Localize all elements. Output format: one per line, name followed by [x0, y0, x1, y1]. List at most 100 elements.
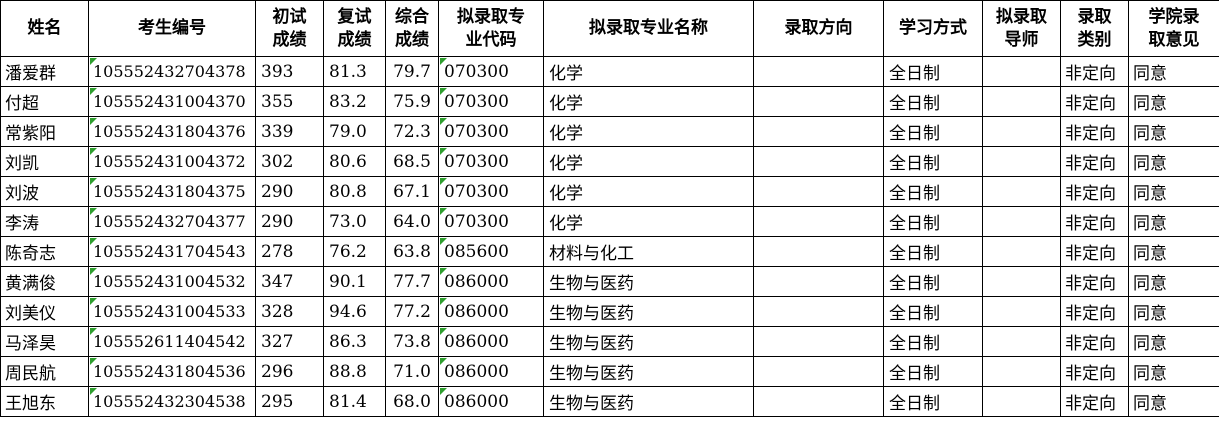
cell-category[interactable]: 非定向 [1060, 56, 1129, 87]
cell-direction[interactable] [753, 86, 884, 117]
cell-supervisor[interactable] [982, 386, 1061, 417]
cell-major_name[interactable]: 材料与化工 [543, 236, 754, 267]
cell-major_code[interactable]: 086000 [438, 326, 544, 357]
cell-major_code[interactable]: 086000 [438, 266, 544, 297]
cell-retest_score[interactable]: 88.8 [323, 356, 386, 387]
cell-overall_score[interactable]: 77.7 [385, 266, 439, 297]
cell-direction[interactable] [753, 266, 884, 297]
cell-candidate_no[interactable]: 105552431804375 [88, 176, 256, 207]
cell-retest_score[interactable]: 76.2 [323, 236, 386, 267]
cell-overall_score[interactable]: 75.9 [385, 86, 439, 117]
cell-study_mode[interactable]: 全日制 [883, 146, 983, 177]
cell-major_name[interactable]: 生物与医药 [543, 326, 754, 357]
cell-study_mode[interactable]: 全日制 [883, 236, 983, 267]
cell-overall_score[interactable]: 77.2 [385, 296, 439, 327]
cell-candidate_no[interactable]: 105552431804376 [88, 116, 256, 147]
cell-supervisor[interactable] [982, 176, 1061, 207]
cell-name[interactable]: 李涛 [0, 206, 89, 237]
cell-candidate_no[interactable]: 105552431004533 [88, 296, 256, 327]
column-header-category[interactable]: 录取 类别 [1060, 0, 1129, 57]
cell-candidate_no[interactable]: 105552432304538 [88, 386, 256, 417]
cell-category[interactable]: 非定向 [1060, 386, 1129, 417]
cell-name[interactable]: 周民航 [0, 356, 89, 387]
cell-major_name[interactable]: 化学 [543, 116, 754, 147]
cell-retest_score[interactable]: 73.0 [323, 206, 386, 237]
cell-major_code[interactable]: 070300 [438, 56, 544, 87]
column-header-candidate_no[interactable]: 考生编号 [88, 0, 256, 57]
cell-name[interactable]: 陈奇志 [0, 236, 89, 267]
cell-direction[interactable] [753, 236, 884, 267]
cell-direction[interactable] [753, 56, 884, 87]
column-header-study_mode[interactable]: 学习方式 [883, 0, 983, 57]
cell-initial_score[interactable]: 278 [255, 236, 324, 267]
cell-initial_score[interactable]: 290 [255, 176, 324, 207]
cell-retest_score[interactable]: 83.2 [323, 86, 386, 117]
cell-initial_score[interactable]: 290 [255, 206, 324, 237]
cell-college_opinion[interactable]: 同意 [1128, 326, 1219, 357]
cell-direction[interactable] [753, 296, 884, 327]
cell-major_name[interactable]: 生物与医药 [543, 356, 754, 387]
cell-major_name[interactable]: 生物与医药 [543, 386, 754, 417]
column-header-overall_score[interactable]: 综合 成绩 [385, 0, 439, 57]
cell-overall_score[interactable]: 71.0 [385, 356, 439, 387]
cell-study_mode[interactable]: 全日制 [883, 356, 983, 387]
cell-supervisor[interactable] [982, 86, 1061, 117]
cell-study_mode[interactable]: 全日制 [883, 56, 983, 87]
cell-college_opinion[interactable]: 同意 [1128, 56, 1219, 87]
cell-candidate_no[interactable]: 105552611404542 [88, 326, 256, 357]
cell-category[interactable]: 非定向 [1060, 356, 1129, 387]
cell-college_opinion[interactable]: 同意 [1128, 266, 1219, 297]
cell-study_mode[interactable]: 全日制 [883, 116, 983, 147]
cell-major_code[interactable]: 070300 [438, 116, 544, 147]
cell-direction[interactable] [753, 326, 884, 357]
cell-retest_score[interactable]: 90.1 [323, 266, 386, 297]
cell-major_name[interactable]: 生物与医药 [543, 296, 754, 327]
cell-direction[interactable] [753, 176, 884, 207]
cell-category[interactable]: 非定向 [1060, 176, 1129, 207]
cell-category[interactable]: 非定向 [1060, 86, 1129, 117]
cell-supervisor[interactable] [982, 206, 1061, 237]
cell-direction[interactable] [753, 116, 884, 147]
cell-overall_score[interactable]: 64.0 [385, 206, 439, 237]
cell-supervisor[interactable] [982, 56, 1061, 87]
cell-initial_score[interactable]: 355 [255, 86, 324, 117]
column-header-name[interactable]: 姓名 [0, 0, 89, 57]
column-header-retest_score[interactable]: 复试 成绩 [323, 0, 386, 57]
cell-initial_score[interactable]: 347 [255, 266, 324, 297]
cell-supervisor[interactable] [982, 266, 1061, 297]
cell-initial_score[interactable]: 393 [255, 56, 324, 87]
cell-category[interactable]: 非定向 [1060, 266, 1129, 297]
cell-college_opinion[interactable]: 同意 [1128, 356, 1219, 387]
cell-category[interactable]: 非定向 [1060, 236, 1129, 267]
cell-study_mode[interactable]: 全日制 [883, 266, 983, 297]
column-header-supervisor[interactable]: 拟录取 导师 [982, 0, 1061, 57]
cell-college_opinion[interactable]: 同意 [1128, 146, 1219, 177]
cell-name[interactable]: 马泽昊 [0, 326, 89, 357]
cell-supervisor[interactable] [982, 326, 1061, 357]
cell-category[interactable]: 非定向 [1060, 116, 1129, 147]
cell-name[interactable]: 刘凯 [0, 146, 89, 177]
cell-college_opinion[interactable]: 同意 [1128, 236, 1219, 267]
cell-overall_score[interactable]: 68.0 [385, 386, 439, 417]
cell-retest_score[interactable]: 80.8 [323, 176, 386, 207]
column-header-college_opinion[interactable]: 学院录 取意见 [1128, 0, 1219, 57]
cell-retest_score[interactable]: 81.3 [323, 56, 386, 87]
cell-direction[interactable] [753, 356, 884, 387]
cell-candidate_no[interactable]: 105552431004532 [88, 266, 256, 297]
cell-college_opinion[interactable]: 同意 [1128, 386, 1219, 417]
cell-supervisor[interactable] [982, 236, 1061, 267]
cell-overall_score[interactable]: 72.3 [385, 116, 439, 147]
cell-retest_score[interactable]: 79.0 [323, 116, 386, 147]
cell-overall_score[interactable]: 68.5 [385, 146, 439, 177]
cell-major_code[interactable]: 070300 [438, 146, 544, 177]
cell-overall_score[interactable]: 73.8 [385, 326, 439, 357]
cell-major_name[interactable]: 化学 [543, 146, 754, 177]
cell-name[interactable]: 刘美仪 [0, 296, 89, 327]
cell-candidate_no[interactable]: 105552432704378 [88, 56, 256, 87]
cell-initial_score[interactable]: 328 [255, 296, 324, 327]
cell-study_mode[interactable]: 全日制 [883, 296, 983, 327]
cell-name[interactable]: 付超 [0, 86, 89, 117]
column-header-major_code[interactable]: 拟录取专 业代码 [438, 0, 544, 57]
cell-name[interactable]: 王旭东 [0, 386, 89, 417]
cell-candidate_no[interactable]: 105552431004370 [88, 86, 256, 117]
